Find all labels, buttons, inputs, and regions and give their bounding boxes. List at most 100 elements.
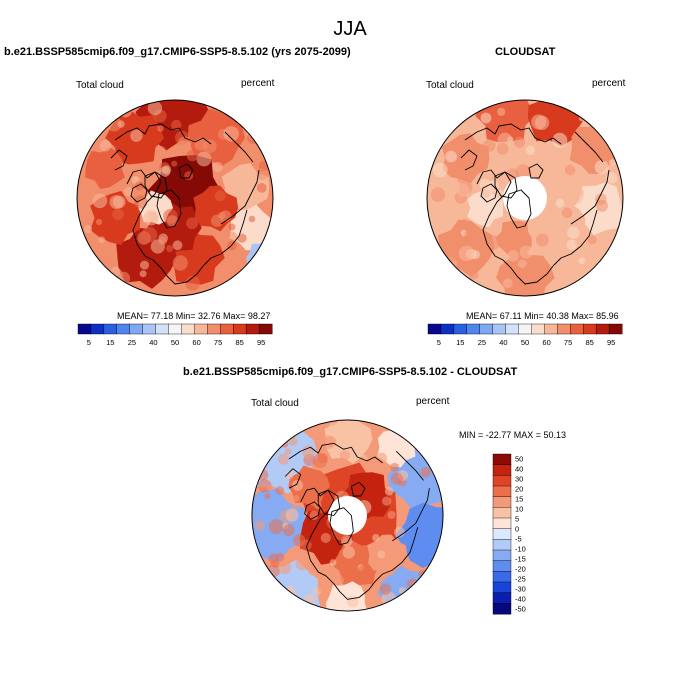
cloud-field-speckle — [456, 160, 467, 171]
cloud-field-speckle — [507, 250, 519, 262]
cloud-field-speckle — [566, 239, 578, 251]
cloud-field-speckle — [166, 215, 178, 227]
cloud-field-speckle — [561, 207, 573, 219]
panel1-polar-map — [76, 99, 274, 297]
colorbar-swatch — [492, 592, 512, 604]
cloud-field-speckle — [99, 139, 112, 152]
coastline-island — [350, 481, 366, 497]
cloud-field-speckle — [131, 176, 139, 183]
cloud-field-speckle — [483, 139, 496, 152]
cloud-field-speckle — [148, 212, 158, 222]
cloud-field-speckle — [451, 109, 461, 119]
cloud-field-speckle — [283, 587, 297, 601]
coastline-island — [528, 163, 544, 179]
cloud-field-speckle — [477, 213, 488, 224]
cloud-field-speckle — [552, 132, 568, 148]
cloud-field-speckle — [268, 579, 283, 594]
coastline — [325, 575, 376, 600]
cloud-field-speckle — [606, 172, 618, 184]
cloud-field-speckle — [481, 188, 491, 198]
coastline-island — [304, 501, 321, 520]
cloud-field-speckle — [185, 275, 200, 291]
cloud-field-speckle — [355, 427, 366, 438]
cloud-field-speckle — [237, 233, 247, 243]
colorbar-swatch — [492, 507, 512, 519]
panel1-variable-label: Total cloud — [76, 80, 124, 91]
cloud-field-speckle — [599, 154, 607, 162]
cloud-field-speckle — [562, 174, 574, 186]
cloud-field-speckle — [196, 151, 212, 167]
cloud-field-speckle — [555, 198, 565, 208]
colorbar-swatch — [479, 323, 494, 335]
colorbar-swatch — [492, 528, 512, 540]
cloud-field-speckle — [596, 199, 608, 212]
cloud-field-region — [441, 133, 490, 184]
cloud-field-speckle — [275, 486, 285, 495]
cloud-field-speckle — [461, 218, 469, 225]
cloud-field-speckle — [186, 149, 199, 162]
colorbar-swatch — [492, 560, 512, 572]
cloud-field-speckle — [462, 278, 474, 289]
colorbar-tick-label: 20 — [515, 485, 523, 494]
cloud-field-speckle — [430, 187, 446, 202]
colorbar-tick-label: 0 — [515, 525, 519, 534]
cloud-field-region — [85, 146, 125, 189]
missing-data-pole — [328, 496, 367, 535]
colorbar-tick-label: -5 — [515, 535, 522, 544]
cloud-field-speckle — [300, 539, 312, 551]
cloud-field-speckle — [292, 479, 304, 491]
coastline-island — [156, 189, 182, 229]
cloud-field-speckle — [301, 445, 315, 459]
colorbar-swatch — [570, 323, 584, 335]
cloud-field-speckle — [285, 470, 294, 480]
coastline — [570, 193, 602, 225]
coastline — [284, 468, 302, 489]
cloud-field-speckle — [277, 560, 292, 575]
cloud-field-speckle — [384, 487, 394, 496]
coastline — [464, 123, 562, 145]
colorbar-swatch — [492, 571, 512, 583]
cloud-field-speckle — [468, 270, 479, 280]
cloud-field-speckle — [172, 255, 188, 271]
colorbar-swatch — [168, 323, 182, 335]
cloud-field-speckle — [268, 553, 279, 564]
colorbar-swatch — [103, 323, 118, 335]
cloud-field-speckle — [268, 519, 284, 535]
colorbar-tick-label: 40 — [499, 338, 507, 347]
cloud-field-speckle — [139, 270, 147, 278]
cloud-field-speckle — [214, 190, 226, 202]
coastline-island — [317, 489, 341, 516]
cloud-field-speckle — [320, 532, 331, 543]
cloud-field-speckle — [372, 533, 380, 542]
coastline — [110, 149, 128, 171]
cloud-field-speckle — [445, 248, 459, 262]
cloud-field-speckle — [438, 279, 452, 293]
colorbar-swatch — [531, 323, 545, 335]
panel3-variable-label: Total cloud — [251, 398, 299, 409]
cloud-field-speckle — [382, 496, 392, 506]
colorbar-tick-label: 15 — [106, 338, 114, 347]
cloud-field-speckle — [450, 206, 461, 216]
cloud-field-speckle — [502, 278, 513, 289]
colorbar-swatch — [427, 323, 442, 335]
cloud-field-speckle — [578, 257, 586, 265]
cloud-field-speckle — [530, 282, 540, 292]
cloud-field-speckle — [496, 143, 509, 155]
cloud-field-speckle — [339, 450, 351, 461]
cloud-field-speckle — [479, 178, 491, 190]
colorbar-swatch — [207, 323, 221, 335]
cloud-field-speckle — [159, 166, 171, 177]
colorbar-swatch — [142, 323, 157, 335]
coastline — [421, 488, 430, 512]
cloud-field-speckle — [443, 105, 455, 117]
cloud-field-speckle — [171, 160, 178, 167]
coastline — [114, 123, 212, 145]
colorbar-tick-label: 95 — [607, 338, 615, 347]
colorbar-swatch — [582, 323, 597, 335]
coastline-island — [178, 163, 194, 179]
colorbar-swatch — [466, 323, 481, 335]
colorbar-swatch — [492, 485, 512, 498]
cloud-field-speckle — [497, 107, 506, 116]
cloud-field-speckle — [295, 556, 309, 571]
cloud-field-speckle — [229, 283, 237, 291]
